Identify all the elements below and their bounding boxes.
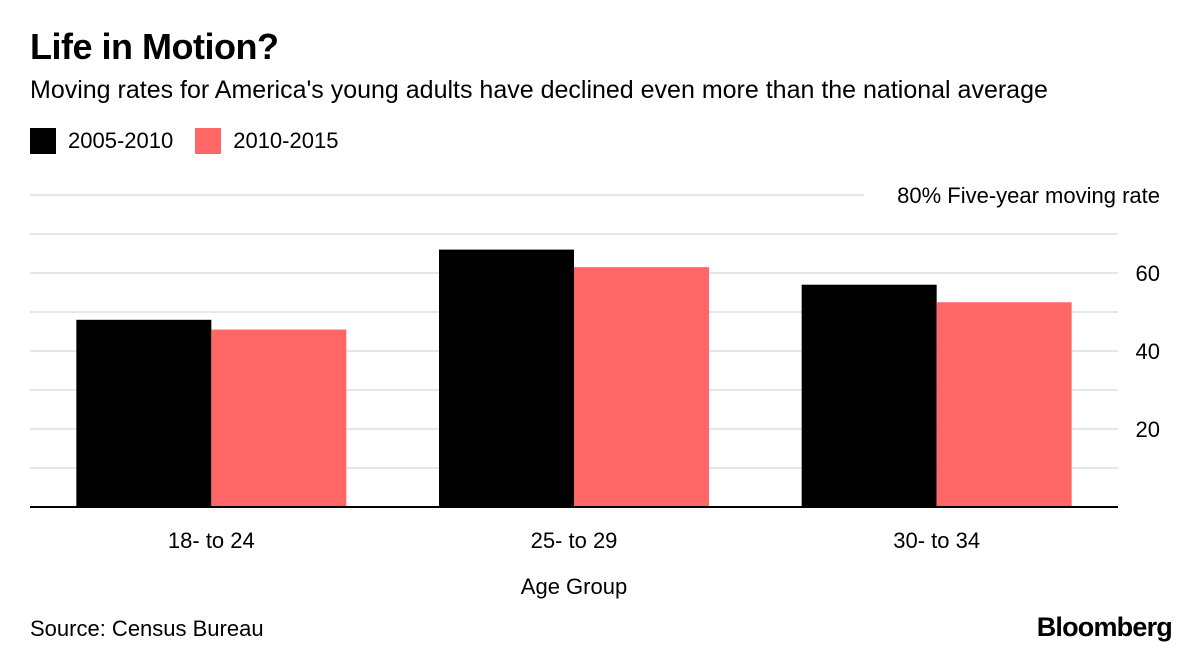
y-tick-label: 80% Five-year moving rate (897, 183, 1160, 208)
legend-label-series-2: 2010-2015 (233, 128, 339, 153)
bar-1-1 (76, 319, 212, 507)
y-tick-label: 40 (1136, 339, 1160, 364)
x-axis-title: Age Group (521, 574, 627, 599)
bar-2-3 (936, 302, 1072, 507)
chart-subtitle: Moving rates for America's young adults … (30, 76, 1048, 104)
x-tick-label: 25- to 29 (531, 528, 618, 553)
bar-1-3 (801, 284, 937, 507)
legend: 2005-2010 2010-2015 (30, 128, 360, 154)
bar-1-2 (439, 249, 574, 507)
y-top-label-bg (864, 175, 1164, 215)
bar-2-2 (574, 267, 709, 507)
y-tick-label: 20 (1136, 417, 1160, 442)
bar-2-1 (211, 329, 347, 507)
source-note: Source: Census Bureau (30, 616, 264, 641)
x-tick-label: 30- to 34 (893, 528, 980, 553)
bloomberg-logo: Bloomberg (1036, 612, 1173, 642)
chart-title: Life in Motion? (30, 26, 279, 67)
legend-swatch-series-2 (195, 128, 222, 154)
y-tick-label: 60 (1136, 261, 1160, 286)
legend-swatch-series-1 (30, 128, 56, 154)
legend-item-series-1: 2005-2010 (30, 128, 173, 154)
x-tick-label: 18- to 24 (168, 528, 255, 553)
legend-label-series-1: 2005-2010 (68, 128, 174, 153)
legend-item-series-2: 2010-2015 (195, 128, 338, 154)
